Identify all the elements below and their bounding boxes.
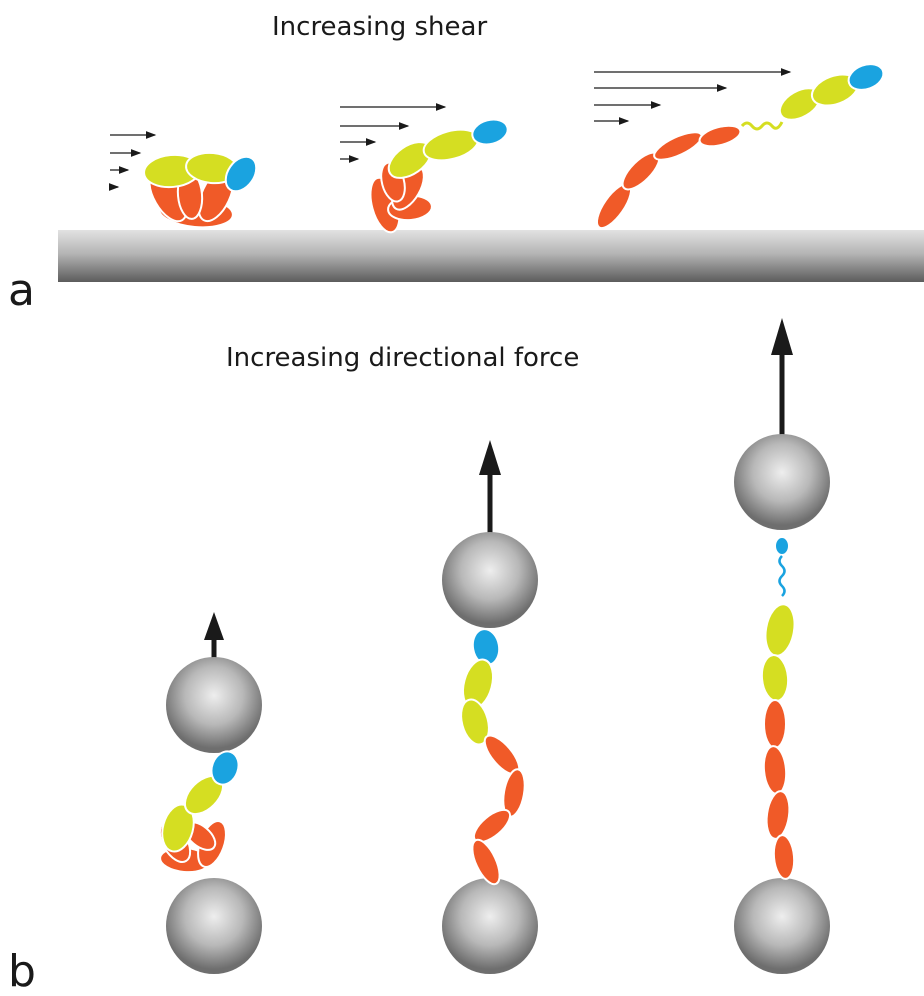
shear-arrows-low bbox=[108, 131, 157, 191]
force-arrow-up bbox=[771, 318, 793, 355]
shear-arrows-high bbox=[594, 68, 792, 125]
bead-top bbox=[166, 657, 262, 753]
molecule-fully-extended bbox=[595, 63, 885, 230]
panel-b-letter: b bbox=[8, 946, 36, 996]
panel-b-title: Increasing directional force bbox=[226, 343, 579, 373]
bead-top bbox=[734, 434, 830, 530]
shear-arrows-medium bbox=[340, 103, 447, 163]
force-arrow-up bbox=[479, 440, 501, 475]
force-column-high bbox=[734, 318, 830, 974]
molecule-partially-extended bbox=[369, 118, 509, 234]
force-arrow-up bbox=[204, 612, 224, 640]
surface bbox=[58, 230, 924, 282]
molecule-compact bbox=[143, 151, 258, 229]
bead-bottom bbox=[734, 878, 830, 974]
force-column-medium bbox=[442, 440, 538, 974]
bead-bottom bbox=[442, 878, 538, 974]
bead-bottom bbox=[166, 878, 262, 974]
bead-top bbox=[442, 532, 538, 628]
force-column-low bbox=[158, 612, 262, 974]
panel-a-letter: a bbox=[8, 265, 35, 316]
panel-a-title: Increasing shear bbox=[272, 12, 487, 42]
